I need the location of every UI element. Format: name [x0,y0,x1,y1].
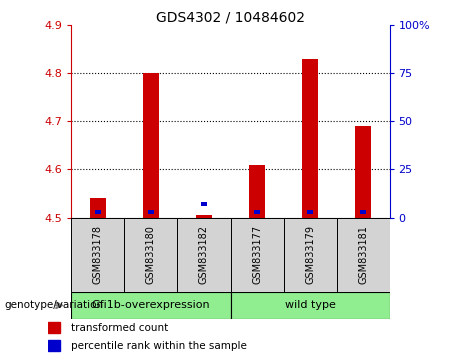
Bar [302,58,318,218]
Bar [71,218,124,292]
Bar [124,218,177,292]
Bar [360,210,366,214]
Text: GSM833181: GSM833181 [358,225,368,284]
Bar [254,210,260,214]
Text: wild type: wild type [284,300,336,310]
Bar [284,218,337,292]
Bar [48,322,60,333]
Bar [337,218,390,292]
Text: GSM833180: GSM833180 [146,225,156,284]
Text: percentile rank within the sample: percentile rank within the sample [71,341,247,350]
Bar [201,202,207,206]
Bar [355,126,371,218]
Text: GSM833182: GSM833182 [199,225,209,284]
Text: GSM833178: GSM833178 [93,225,103,284]
Text: GSM833177: GSM833177 [252,225,262,285]
Bar [230,292,390,319]
Bar [90,199,106,218]
Text: Gfi1b-overexpression: Gfi1b-overexpression [92,300,210,310]
Bar [249,165,265,218]
Bar [230,218,284,292]
Bar [143,73,159,218]
Bar [71,292,230,319]
Bar [196,215,212,218]
Bar [48,340,60,351]
Text: GSM833179: GSM833179 [305,225,315,284]
Bar [148,210,154,214]
Bar [177,218,230,292]
Text: genotype/variation: genotype/variation [5,300,104,310]
Text: GDS4302 / 10484602: GDS4302 / 10484602 [156,11,305,25]
Bar [95,210,101,214]
Text: transformed count: transformed count [71,323,168,333]
Bar [307,210,313,214]
